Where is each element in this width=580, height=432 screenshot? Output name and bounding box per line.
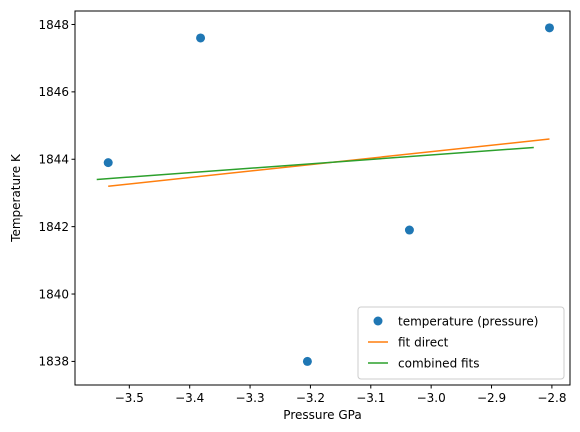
x-tick-label: −3.5 [115, 391, 144, 405]
plot-frame [74, 10, 571, 386]
data-point-2 [196, 33, 206, 43]
data-point-1 [103, 158, 113, 168]
y-axis-label: Temperature K [9, 153, 23, 243]
x-axis-label: Pressure GPa [283, 408, 361, 422]
x-tick-label: −3.2 [296, 391, 325, 405]
legend-box [357, 306, 565, 380]
x-tick-label: −3.4 [175, 391, 204, 405]
x-tick-label: −2.8 [537, 391, 566, 405]
legend-entry-label: temperature (pressure) [398, 314, 538, 328]
data-point-3 [302, 356, 312, 366]
y-axis-ticks: 1838 1840 1842 1844 1846 1848 [38, 18, 75, 369]
y-tick-label: 1844 [38, 153, 69, 167]
series-line-3 [96, 146, 534, 181]
data-point-5 [544, 23, 554, 33]
legend-entry-label: fit direct [398, 335, 449, 349]
x-tick-label: −3.1 [356, 391, 385, 405]
y-tick-label: 1840 [38, 287, 69, 301]
data-point-4 [404, 225, 414, 235]
x-axis-ticks: −3.5 −3.4 −3.3 −3.2 −3.1 −3.0 −2.9 −2.8 [115, 385, 566, 405]
series-layer [96, 23, 554, 366]
x-tick-label: −3.0 [417, 391, 446, 405]
legend-handle-marker [373, 316, 383, 326]
legend-entry-label: combined fits [398, 356, 480, 370]
y-tick-label: 1838 [38, 355, 69, 369]
x-tick-label: −2.9 [477, 391, 506, 405]
x-tick-label: −3.3 [235, 391, 264, 405]
y-tick-label: 1848 [38, 18, 69, 32]
y-tick-label: 1846 [38, 85, 69, 99]
y-tick-label: 1842 [38, 220, 69, 234]
legend: temperature (pressure) fit direct combined… [357, 306, 565, 380]
